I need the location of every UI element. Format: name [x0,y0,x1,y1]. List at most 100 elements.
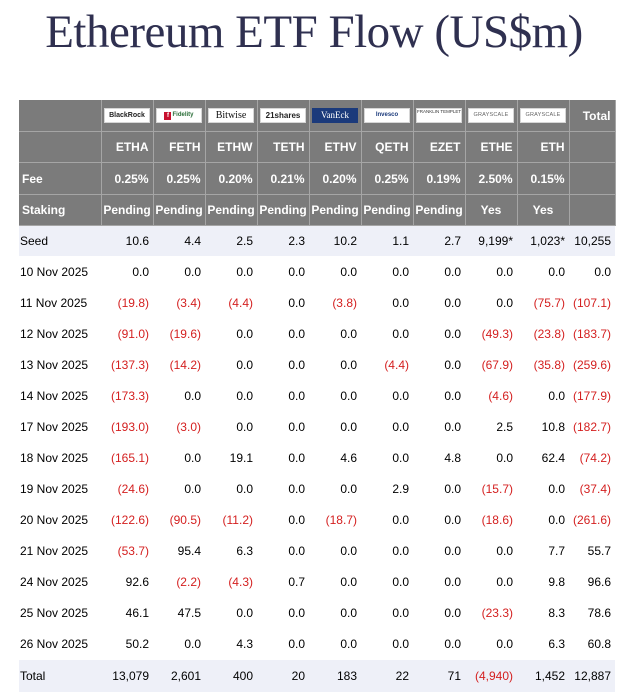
fee-cell: 0.25% [361,162,414,195]
flow-cell: 50.2 [101,628,153,660]
ticker-cell: QETH [361,131,414,163]
fee-cell: 0.25% [153,162,206,195]
flow-cell: (19.6) [153,318,205,350]
flow-cell: 0.0 [465,287,517,319]
flow-cell: 8.3 [517,597,569,629]
flow-cell: (24.6) [101,473,153,505]
flow-cell: 0.0 [205,256,257,288]
flow-cell: 0.0 [257,473,309,505]
flow-cell: 1.1 [361,225,413,257]
daily-flow-row: 10 Nov 2025 0.0 0.0 0.0 0.0 0.0 0.0 0.0 0.0 0.0 0.… [19,256,615,288]
flow-cell: 183 [309,659,361,693]
flow-cell: 0.0 [465,256,517,288]
flow-cell: 0.0 [205,318,257,350]
flow-cell: 10.8 [517,411,569,443]
flow-cell: (23.8) [517,318,569,350]
flow-cell: 0.0 [309,535,361,567]
staking-cell: Pending [101,194,154,226]
flow-cell: 0.0 [465,535,517,567]
row-total-cell: (183.7) [569,318,615,350]
row-total-cell: 78.6 [569,597,615,629]
flow-cell: 0.0 [517,256,569,288]
flow-cell: 0.0 [101,256,153,288]
flow-cell: (173.3) [101,380,153,412]
flow-cell: 0.0 [205,473,257,505]
flow-cell: (2.2) [153,566,205,598]
row-total-cell: (74.2) [569,442,615,474]
flow-cell: 0.0 [257,535,309,567]
flow-cell: 13,079 [101,659,153,693]
row-total-cell: (259.6) [569,349,615,381]
flow-cell: 0.0 [413,318,465,350]
flow-cell: (11.2) [205,504,257,536]
flow-cell: 62.4 [517,442,569,474]
daily-flow-row: 20 Nov 2025 (122.6) (90.5) (11.2) 0.0 (18.7) 0… [19,504,615,536]
flow-cell: 92.6 [101,566,153,598]
daily-flow-row: 14 Nov 2025 (173.3) 0.0 0.0 0.0 0.0 0.0 0.0 (4.6… [19,380,615,412]
flow-cell: (165.1) [101,442,153,474]
flow-cell: (3.0) [153,411,205,443]
row-total-cell: 55.7 [569,535,615,567]
flow-cell: 0.0 [465,566,517,598]
fee-total-cell [569,162,616,195]
staking-cell: Pending [205,194,258,226]
flow-cell: 19.1 [205,442,257,474]
flow-cell: (23.3) [465,597,517,629]
flow-cell: 4.8 [413,442,465,474]
flow-cell: 0.0 [413,349,465,381]
flow-cell: 0.0 [257,287,309,319]
flow-cell: 0.0 [413,504,465,536]
flow-cell: 71 [413,659,465,693]
flow-cell: 0.0 [257,349,309,381]
flow-cell: (75.7) [517,287,569,319]
blackrock-logo: BlackRock [104,108,150,123]
row-label: 17 Nov 2025 [19,411,101,443]
flow-cell: 2.5 [205,225,257,257]
flow-cell: 0.0 [309,380,361,412]
row-total-cell: (177.9) [569,380,615,412]
franklin-templeton-logo: FRANKLIN TEMPLETON [416,108,462,123]
daily-flow-row: 13 Nov 2025 (137.3) (14.2) 0.0 0.0 0.0 (4.4) 0.… [19,349,615,381]
fee-cell: 0.20% [205,162,258,195]
bitwise-logo: Bitwise [208,108,254,123]
daily-flow-row: 11 Nov 2025 (19.8) (3.4) (4.4) 0.0 (3.8) 0.0 0.… [19,287,615,319]
flow-cell: 0.0 [413,628,465,660]
page-title: Ethereum ETF Flow (US$m) [45,6,583,58]
flow-cell: 4.4 [153,225,205,257]
flow-cell: 0.0 [361,628,413,660]
row-total-cell: 10,255 [569,225,615,257]
flow-cell: (4.3) [205,566,257,598]
flow-cell: 4.3 [205,628,257,660]
fee-row: Fee 0.25% 0.25% 0.20% 0.21% 0.20% 0.25% … [19,162,616,195]
flow-cell: 9,199* [465,225,517,257]
flow-cell: (49.3) [465,318,517,350]
flow-cell: 0.0 [309,349,361,381]
flow-cell: 0.0 [257,318,309,350]
staking-cell: Yes [465,194,518,226]
flow-cell: 4.6 [309,442,361,474]
flow-cell: 0.0 [517,473,569,505]
ticker-row: ETHA FETH ETHW TETH ETHV QETH EZET ETHE … [19,131,616,163]
daily-flow-row: 21 Nov 2025 (53.7) 95.4 6.3 0.0 0.0 0.0 0.0 0.0 7… [19,535,615,567]
fee-cell: 0.15% [517,162,570,195]
daily-flow-row: 24 Nov 2025 92.6 (2.2) (4.3) 0.7 0.0 0.0 0.0 0.0… [19,566,615,598]
flow-cell: (4,940) [465,659,517,693]
ticker-cell: ETHE [465,131,518,163]
flow-cell: 0.0 [309,256,361,288]
flow-cell: 0.0 [309,628,361,660]
row-label: 11 Nov 2025 [19,287,101,319]
row-label: 19 Nov 2025 [19,473,101,505]
flow-cell: 0.7 [257,566,309,598]
flow-cell: 10.6 [101,225,153,257]
row-total-cell: 96.6 [569,566,615,598]
flow-cell: 0.0 [413,566,465,598]
ticker-cell: EZET [413,131,466,163]
row-total-cell: (182.7) [569,411,615,443]
corner-cell [19,100,102,132]
issuer-logo-row: BlackRock Fidelity Bitwise 21shares VanE… [19,100,616,132]
row-label: 18 Nov 2025 [19,442,101,474]
flow-cell: 400 [205,659,257,693]
flow-cell: (35.8) [517,349,569,381]
flow-cell: 0.0 [309,411,361,443]
flow-cell: 0.0 [257,504,309,536]
